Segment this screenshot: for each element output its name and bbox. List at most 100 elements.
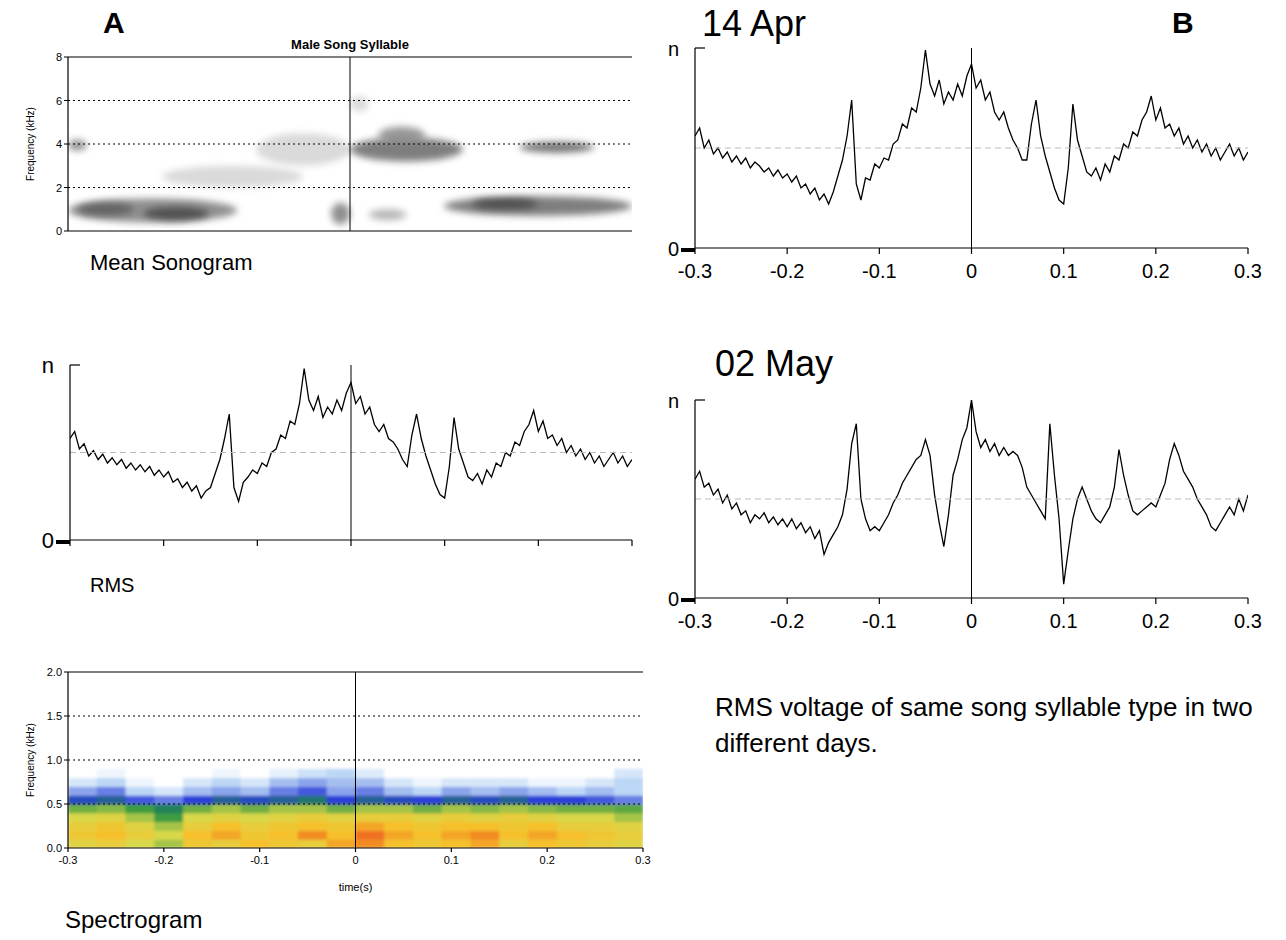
heat-cell — [68, 786, 97, 795]
x-tick-label: 0 — [352, 854, 358, 866]
heat-cell — [557, 839, 586, 848]
heat-cell — [413, 813, 442, 822]
heat-cell — [241, 778, 270, 787]
heat-cell — [241, 786, 270, 795]
heat-cell — [586, 813, 615, 822]
y-tick-label: 6 — [56, 95, 62, 107]
y-tick — [64, 57, 68, 58]
x-tick — [971, 598, 972, 604]
chart-line: 0nRMS — [42, 353, 632, 596]
x-tick-label: 0.2 — [1142, 260, 1170, 282]
y-axis — [694, 400, 695, 598]
heat-cell — [126, 839, 155, 848]
heat-cell — [97, 795, 126, 804]
x-tick-label: -0.1 — [862, 260, 896, 282]
heat-cell — [327, 786, 356, 795]
y-tick — [64, 672, 68, 673]
x-tick — [1155, 598, 1156, 604]
heat-cell — [499, 804, 528, 813]
x-tick-label: -0.3 — [678, 610, 712, 632]
caption: Mean Sonogram — [90, 250, 253, 275]
heat-cell — [327, 830, 356, 839]
x-tick — [350, 540, 351, 546]
heat-cell — [212, 813, 241, 822]
x-tick — [879, 248, 880, 254]
x-tick — [69, 540, 70, 546]
y-tick-label: 0.5 — [47, 798, 62, 810]
heat-cell — [183, 813, 212, 822]
reference-x — [355, 672, 356, 848]
heat-cell — [269, 769, 298, 778]
heat-cell — [154, 795, 183, 804]
heat-cell — [183, 786, 212, 795]
x-tick-label: -0.2 — [770, 610, 804, 632]
heat-cell — [126, 822, 155, 831]
heat-cell — [384, 769, 413, 778]
heat-cell — [241, 830, 270, 839]
x-tick — [444, 540, 445, 546]
title: Male Song Syllable — [291, 37, 409, 52]
heat-cell — [614, 822, 643, 831]
heat-cell — [269, 839, 298, 848]
heat-cell — [183, 769, 212, 778]
reference-x — [971, 48, 972, 248]
sonogram-blob — [369, 209, 407, 220]
heat-cell — [557, 804, 586, 813]
heat-cell — [614, 830, 643, 839]
heat-cell — [614, 795, 643, 804]
heat-cell — [154, 822, 183, 831]
x-tick — [257, 540, 258, 546]
heat-cell — [126, 769, 155, 778]
heat-cell — [97, 769, 126, 778]
heat-cell — [614, 839, 643, 848]
heat-cell — [442, 839, 471, 848]
heat-cell — [442, 795, 471, 804]
x-tick — [547, 848, 548, 852]
heat-cell — [68, 778, 97, 787]
heat-cell — [212, 839, 241, 848]
x-tick — [451, 848, 452, 852]
heat-cell — [327, 795, 356, 804]
x-tick-label: 0 — [966, 610, 977, 632]
heat-cell — [97, 822, 126, 831]
panel-letter: A — [103, 6, 125, 39]
caption: Spectrogram — [65, 906, 202, 933]
x-axis — [68, 230, 632, 231]
y-tick — [64, 716, 68, 717]
heat-cell — [471, 769, 500, 778]
heat-cell — [499, 795, 528, 804]
heat-cell — [183, 822, 212, 831]
x-tick-label: -0.1 — [862, 610, 896, 632]
heat-cell — [212, 804, 241, 813]
heat-cell — [499, 830, 528, 839]
heat-cell — [528, 813, 557, 822]
heat-cell — [586, 769, 615, 778]
x-tick — [694, 248, 695, 254]
heat-cell — [499, 778, 528, 787]
heat-cell — [126, 804, 155, 813]
heat-cell — [528, 822, 557, 831]
heat-cell — [212, 830, 241, 839]
heat-cell — [384, 839, 413, 848]
x-tick-label: -0.1 — [250, 854, 269, 866]
heat-cell — [68, 822, 97, 831]
heat-cell — [298, 830, 327, 839]
heat-cell — [126, 830, 155, 839]
heat-cell — [528, 769, 557, 778]
heat-cell — [528, 786, 557, 795]
title: 14 Apr — [702, 3, 806, 44]
x-tick-label: 0.1 — [1050, 610, 1078, 632]
heat-cell — [413, 839, 442, 848]
heat-cell — [557, 769, 586, 778]
sonogram-blob — [256, 133, 350, 166]
heat-cell — [68, 839, 97, 848]
x-tick-label: 0.3 — [1234, 610, 1262, 632]
heat-cell — [471, 822, 500, 831]
y-tick — [695, 47, 705, 48]
y-tick — [64, 804, 68, 805]
x-tick — [694, 598, 695, 604]
y-tick-label: 0 — [56, 225, 62, 237]
heat-cell — [241, 822, 270, 831]
heat-cell — [586, 778, 615, 787]
heat-cell — [327, 778, 356, 787]
